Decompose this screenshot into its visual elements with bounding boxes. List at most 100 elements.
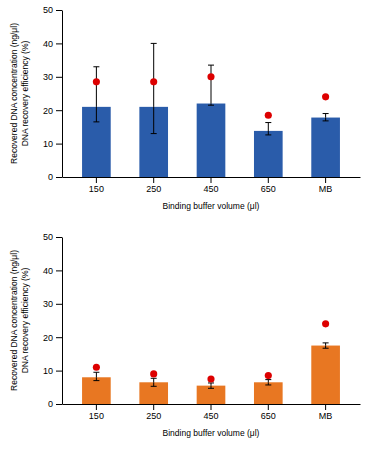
x-tick-label: 150 [89, 184, 104, 194]
y-tick: 50 [43, 232, 62, 242]
x-tick-mark [268, 404, 269, 410]
x-axis-title: Binding buffer volume (μl) [163, 428, 260, 438]
dot [207, 375, 214, 382]
x-tick-label: MB [319, 411, 333, 421]
x-tick-mark [325, 404, 326, 410]
y-tick-mark [56, 237, 62, 238]
y-tick-label: 40 [43, 266, 53, 276]
x-tick-mark [153, 177, 154, 183]
error-bar [93, 372, 99, 377]
error-bar [208, 383, 214, 386]
error-bar [93, 67, 99, 107]
y-tick: 20 [43, 333, 62, 343]
series-bar [82, 104, 340, 177]
series-scatter [93, 73, 329, 119]
y-tick-mark [56, 43, 62, 44]
y-tick: 20 [43, 106, 62, 116]
series-scatter [93, 320, 329, 382]
bar [82, 377, 111, 404]
bar [254, 382, 283, 404]
y-tick-mark [56, 304, 62, 305]
x-tick: 450 [203, 404, 218, 421]
y-tick-mark [56, 177, 62, 178]
x-tick-mark [325, 177, 326, 183]
x-tick: 650 [261, 404, 276, 421]
y-tick-label: 20 [43, 106, 53, 116]
y-tick: 40 [43, 39, 62, 49]
x-tick-mark [96, 177, 97, 183]
y-axis-title: Recovered DNA concentration (ng/μl)DNA r… [9, 23, 30, 164]
dot [265, 112, 272, 119]
y-tick: 10 [43, 366, 62, 376]
bar [254, 131, 283, 177]
x-tick: 450 [203, 177, 218, 194]
error-bars [93, 343, 328, 388]
y-tick-mark [56, 404, 62, 405]
dot [150, 370, 157, 377]
x-tick-mark [211, 177, 212, 183]
dot [265, 372, 272, 379]
y-tick-label: 10 [43, 139, 53, 149]
y-tick-mark [56, 10, 62, 11]
chart: 0 10 20 30 40 50 150 250 450 650 MB Recovered DNA c… [0, 0, 372, 454]
x-tick: 150 [89, 404, 104, 421]
y-tick-label: 0 [48, 399, 53, 409]
x-tick-label: 650 [261, 184, 276, 194]
y-tick-mark [56, 337, 62, 338]
x-tick-mark [211, 404, 212, 410]
bar [197, 386, 226, 404]
y-tick-mark [56, 77, 62, 78]
dot [150, 78, 157, 85]
error-bar [151, 382, 157, 386]
error-bar [93, 377, 99, 380]
error-bar [208, 65, 214, 103]
y-axis-title: Recovered DNA concentration (ng/μl)DNA r… [9, 250, 30, 391]
y-tick-label: 0 [48, 172, 53, 182]
x-tick: 150 [89, 177, 104, 194]
dot [322, 320, 329, 327]
error-bar [208, 104, 214, 106]
y-tick-label: 20 [43, 333, 53, 343]
x-tick: MB [319, 177, 333, 194]
y-tick-label: 30 [43, 299, 53, 309]
y-tick: 30 [43, 72, 62, 82]
x-tick: MB [319, 404, 333, 421]
y-axis: 0 10 20 30 40 50 [43, 232, 63, 409]
error-bars [93, 43, 328, 135]
error-bar [265, 380, 271, 383]
error-bar [265, 123, 271, 131]
x-tick: 650 [261, 177, 276, 194]
y-axis-line [62, 11, 63, 178]
y-tick-label: 10 [43, 366, 53, 376]
error-bar [151, 107, 157, 134]
y-tick-label: 30 [43, 72, 53, 82]
x-axis: 150250450650MB [63, 177, 361, 194]
bar [139, 382, 168, 404]
bar [139, 107, 168, 177]
y-tick-mark [56, 371, 62, 372]
x-tick: 250 [146, 404, 161, 421]
marks [82, 320, 340, 404]
x-tick-mark [268, 177, 269, 183]
error-bar [265, 131, 271, 135]
error-bar [208, 386, 214, 389]
x-tick-label: 450 [203, 184, 218, 194]
dot [93, 78, 100, 85]
y-tick-mark [56, 110, 62, 111]
error-bar [323, 114, 329, 118]
error-bar [323, 343, 329, 346]
error-bar [323, 346, 329, 349]
x-tick-label: 650 [261, 411, 276, 421]
error-bar [151, 43, 157, 106]
x-tick-mark [153, 404, 154, 410]
marks [82, 43, 340, 177]
y-tick-mark [56, 270, 62, 271]
error-bar [93, 107, 99, 122]
y-tick: 40 [43, 266, 62, 276]
y-tick: 0 [48, 172, 62, 182]
y-axis: 0 10 20 30 40 50 [43, 5, 63, 182]
dot [207, 73, 214, 80]
x-axis: 150 250 450 650 MB [63, 404, 361, 421]
y-tick: 50 [43, 5, 62, 15]
bar [311, 346, 340, 404]
